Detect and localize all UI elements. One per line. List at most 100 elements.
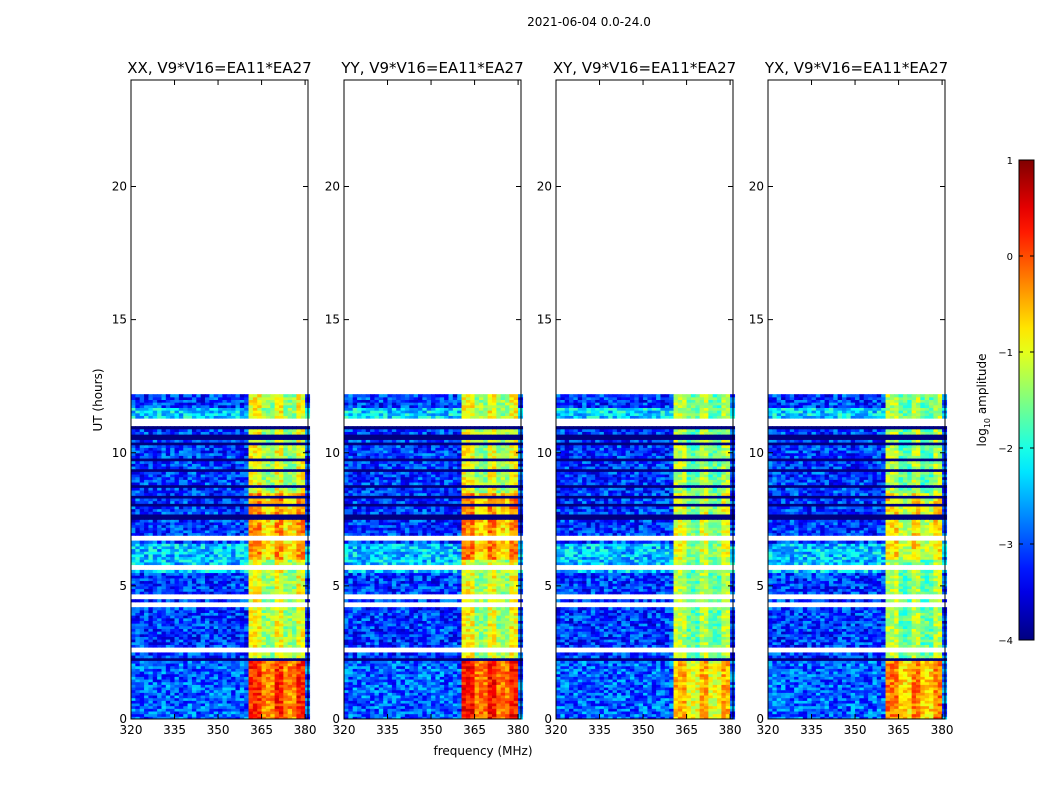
heatmap-cell bbox=[214, 541, 219, 544]
heatmap-cell bbox=[231, 541, 236, 544]
heatmap-cell bbox=[222, 599, 227, 602]
heatmap-cell bbox=[270, 599, 275, 602]
heatmap-cell bbox=[179, 426, 184, 429]
heatmap-cell bbox=[157, 570, 162, 573]
heatmap-cell bbox=[214, 570, 219, 573]
panel-title: XX, V9*V16=EA11*EA27 bbox=[127, 59, 311, 77]
heatmap-cell bbox=[131, 394, 136, 397]
heatmap-cell bbox=[214, 607, 219, 610]
heatmap-cell bbox=[218, 607, 223, 610]
heatmap-cell bbox=[161, 652, 166, 655]
heatmap-cell bbox=[222, 394, 227, 397]
heatmap-cell bbox=[135, 394, 140, 397]
heatmap-cell bbox=[235, 394, 240, 397]
heatmap-cell bbox=[222, 570, 227, 573]
heatmap-cell bbox=[188, 426, 193, 429]
heatmap-cell bbox=[157, 652, 162, 655]
heatmap-cell bbox=[257, 599, 262, 602]
heatmap-cell bbox=[188, 570, 193, 573]
heatmap-cell bbox=[244, 652, 249, 655]
heatmap-cell bbox=[292, 607, 297, 610]
heatmap-cell bbox=[205, 652, 210, 655]
heatmap-cell bbox=[175, 426, 180, 429]
heatmap-cell bbox=[140, 394, 145, 397]
heatmap-cell bbox=[192, 541, 197, 544]
heatmap-cell bbox=[244, 599, 249, 602]
heatmap-cell bbox=[196, 394, 201, 397]
heatmap-cell bbox=[209, 426, 214, 429]
heatmap-cell bbox=[205, 426, 210, 429]
heatmap-cell bbox=[249, 599, 254, 602]
heatmap-cell bbox=[135, 541, 140, 544]
heatmap-cell bbox=[157, 607, 162, 610]
heatmap-cell bbox=[279, 599, 284, 602]
heatmap-cell bbox=[196, 426, 201, 429]
heatmap-cell bbox=[175, 394, 180, 397]
heatmap-cell bbox=[214, 652, 219, 655]
heatmap-cell bbox=[161, 607, 166, 610]
heatmap-cell bbox=[175, 599, 180, 602]
figure: 2021-06-04 0.0-24.0 XX, V9*V16=EA11*EA27… bbox=[0, 0, 1050, 800]
heatmap-cell bbox=[153, 394, 158, 397]
heatmap-cell bbox=[166, 541, 171, 544]
heatmap-cell bbox=[222, 541, 227, 544]
heatmap-cell bbox=[144, 607, 149, 610]
heatmap-cell bbox=[227, 652, 232, 655]
heatmap-cell bbox=[270, 570, 275, 573]
heatmap-cell bbox=[266, 426, 271, 429]
heatmap-cell bbox=[201, 570, 206, 573]
heatmap-cell bbox=[227, 570, 232, 573]
heatmap-cell bbox=[227, 541, 232, 544]
heatmap-cell bbox=[196, 570, 201, 573]
heatmap-cell bbox=[135, 607, 140, 610]
heatmap-cell bbox=[235, 570, 240, 573]
heatmap-cell bbox=[148, 394, 153, 397]
heatmap-cell bbox=[292, 652, 297, 655]
heatmap-cell bbox=[148, 599, 153, 602]
heatmap-cell bbox=[192, 652, 197, 655]
heatmap-cell bbox=[240, 394, 245, 397]
heatmap-cell bbox=[179, 570, 184, 573]
heatmap-cell bbox=[135, 570, 140, 573]
heatmap-cell bbox=[270, 607, 275, 610]
heatmap-cell bbox=[292, 570, 297, 573]
heatmap-cell bbox=[288, 541, 293, 544]
heatmap-cell bbox=[262, 652, 267, 655]
heatmap-cell bbox=[209, 599, 214, 602]
y-tick-label: 15 bbox=[112, 313, 127, 327]
heatmap-cell bbox=[292, 426, 297, 429]
heatmap-cell bbox=[161, 394, 166, 397]
heatmap-cell bbox=[235, 607, 240, 610]
heatmap-cell bbox=[231, 426, 236, 429]
heatmap-cell bbox=[170, 599, 175, 602]
heatmap-cell bbox=[231, 570, 236, 573]
heatmap-cell bbox=[196, 652, 201, 655]
heatmap-cell bbox=[262, 394, 267, 397]
heatmap-cell bbox=[301, 394, 306, 397]
heatmap-cell bbox=[283, 541, 288, 544]
y-tick-label: 10 bbox=[112, 446, 127, 460]
heatmap-cell bbox=[148, 607, 153, 610]
heatmap-cell bbox=[275, 570, 280, 573]
heatmap-cell bbox=[144, 541, 149, 544]
heatmap-cell bbox=[283, 607, 288, 610]
heatmap-cell bbox=[283, 426, 288, 429]
heatmap-cell bbox=[153, 570, 158, 573]
heatmap-cell bbox=[244, 607, 249, 610]
heatmap-cell bbox=[153, 599, 158, 602]
heatmap-cell bbox=[301, 599, 306, 602]
heatmap-cell bbox=[292, 541, 297, 544]
heatmap-cell bbox=[279, 652, 284, 655]
heatmap-cell bbox=[231, 394, 236, 397]
y-tick-label: 5 bbox=[119, 579, 127, 593]
heatmap-cell bbox=[253, 599, 258, 602]
heatmap-cell bbox=[201, 426, 206, 429]
heatmap-cell bbox=[148, 570, 153, 573]
heatmap-cell bbox=[283, 570, 288, 573]
heatmap-cell bbox=[192, 599, 197, 602]
y-tick-label: 20 bbox=[112, 180, 127, 194]
heatmap-cell bbox=[209, 652, 214, 655]
heatmap-cell bbox=[288, 570, 293, 573]
heatmap-cell bbox=[301, 607, 306, 610]
heatmap-cell bbox=[144, 599, 149, 602]
